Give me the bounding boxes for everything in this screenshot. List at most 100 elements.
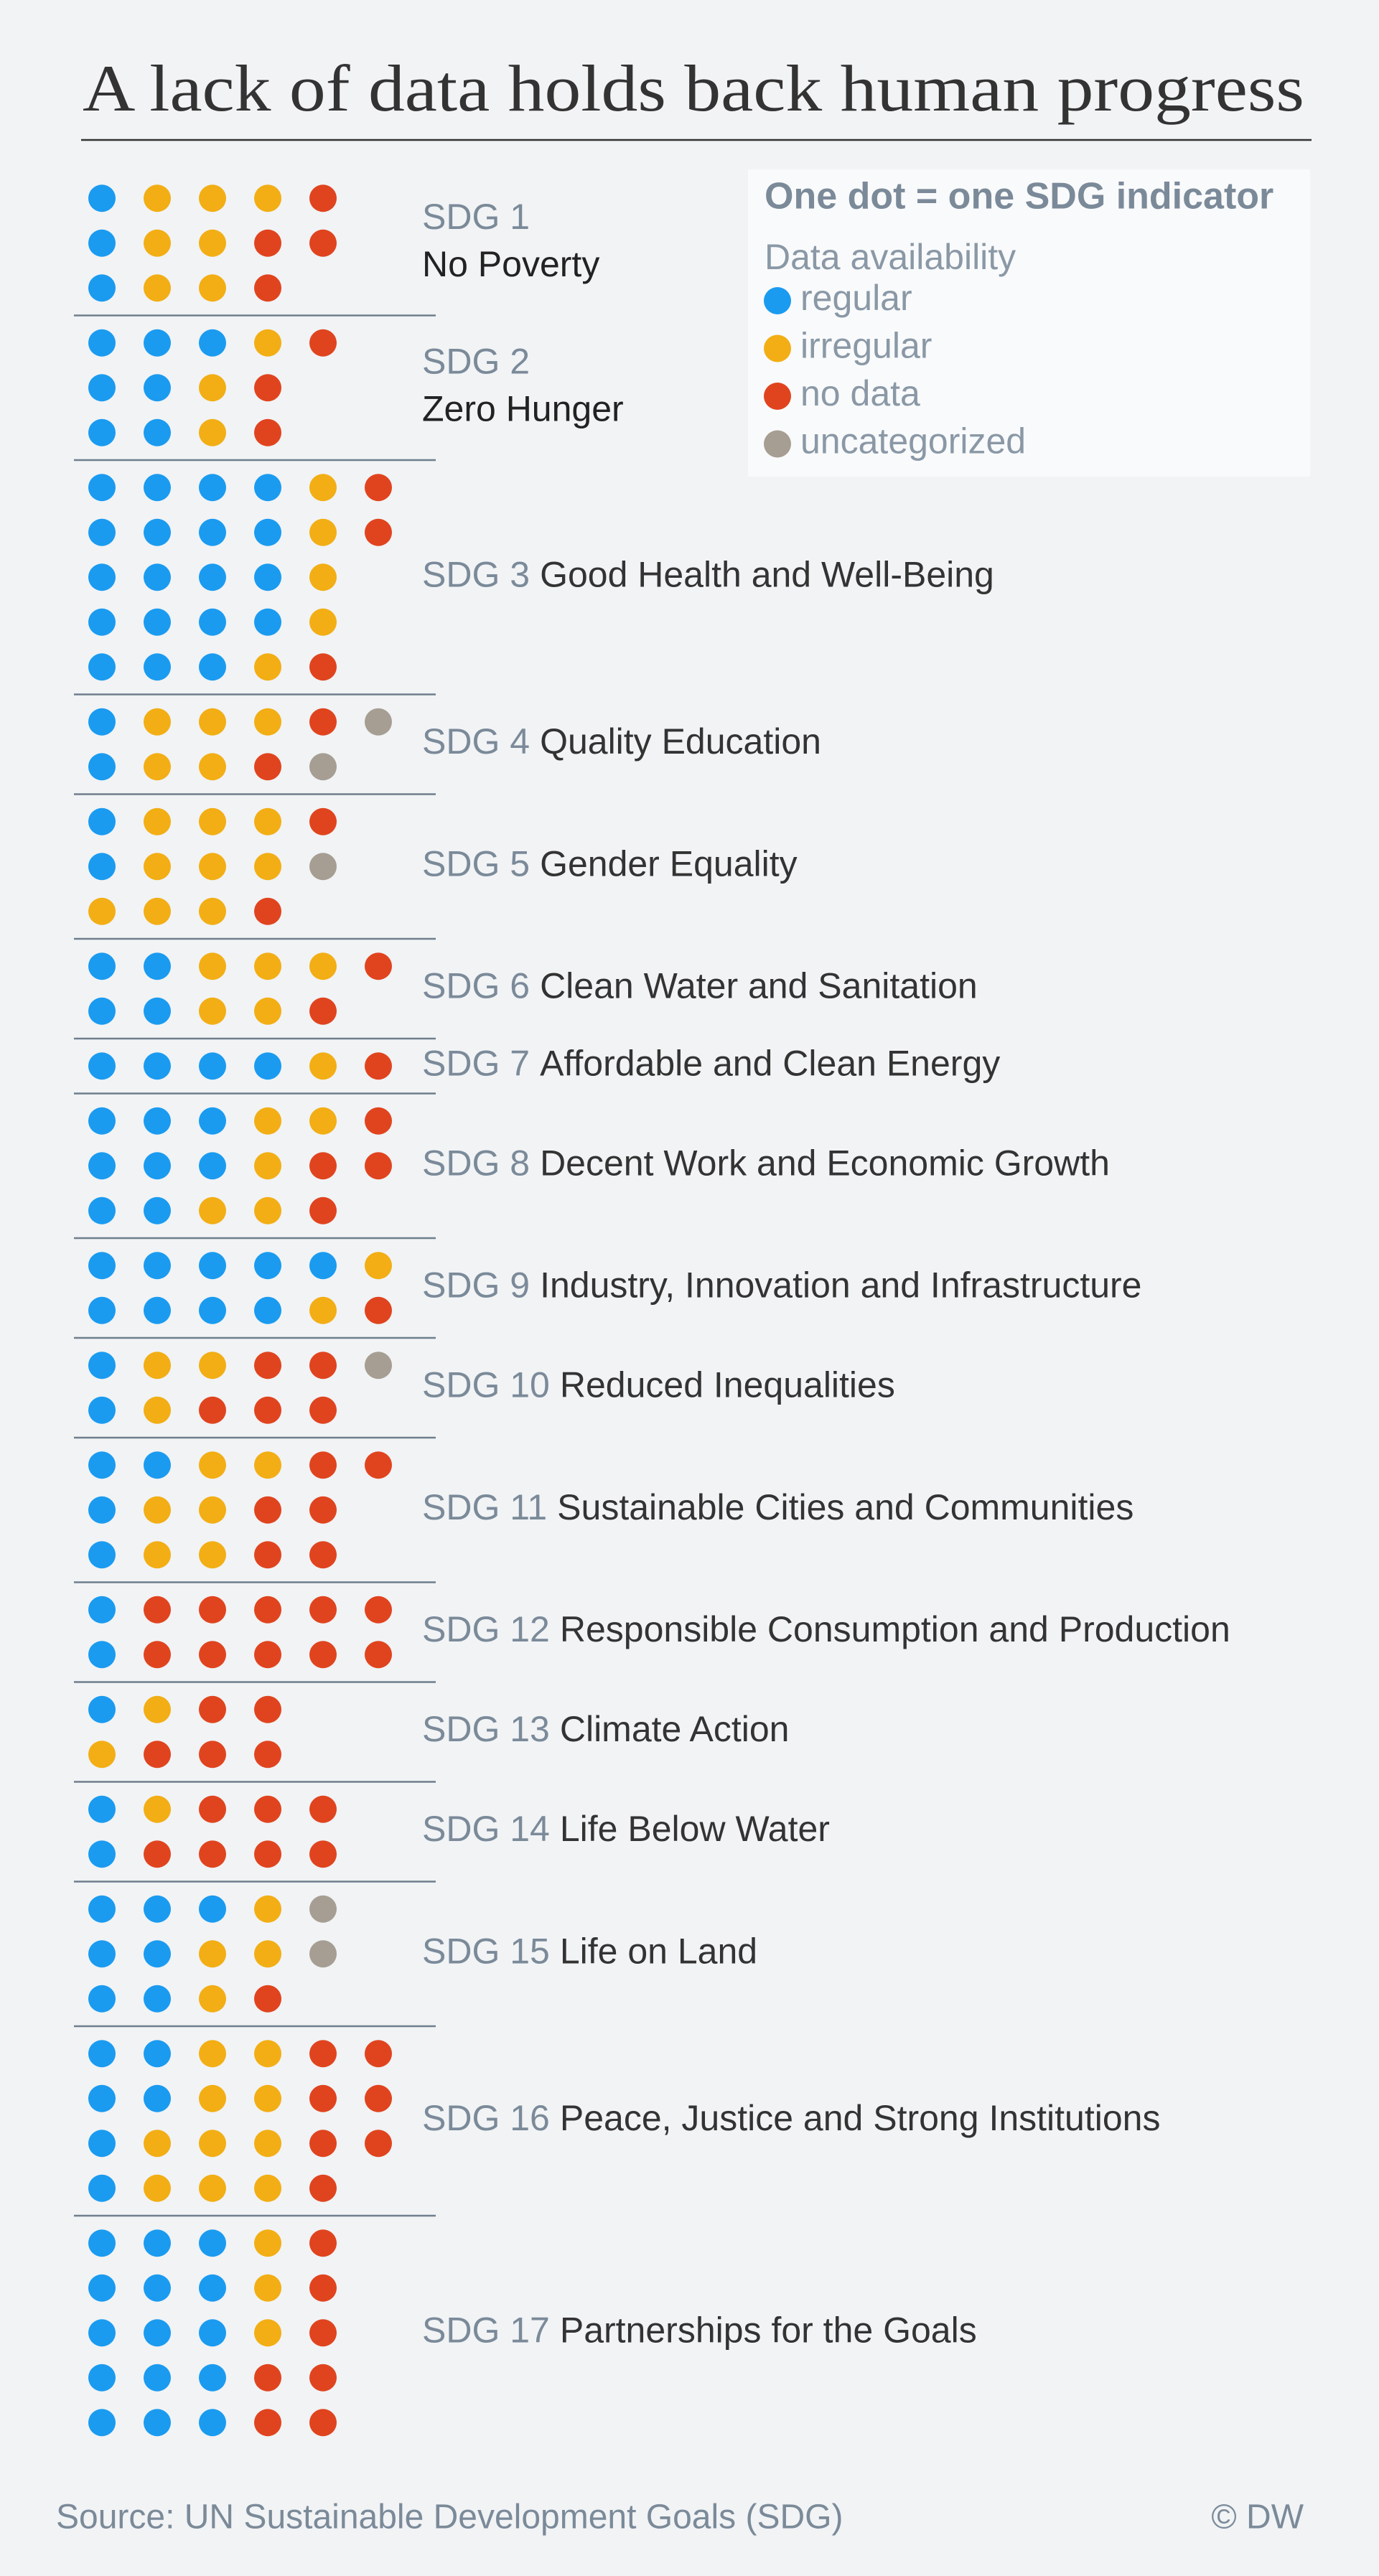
sdg-name: Clean Water and Sanitation xyxy=(540,966,978,1006)
sdg-name: Gender Equality xyxy=(540,843,798,884)
dot xyxy=(254,2409,281,2437)
dot xyxy=(309,2319,337,2347)
dot xyxy=(254,1252,281,1280)
dot xyxy=(88,474,116,502)
dot xyxy=(144,1296,171,1324)
dot xyxy=(309,518,337,546)
dot xyxy=(365,518,392,546)
dot xyxy=(309,1496,337,1524)
dot xyxy=(144,1741,171,1769)
dot xyxy=(88,1396,116,1424)
dot xyxy=(309,1107,337,1135)
dot xyxy=(88,1152,116,1180)
dot xyxy=(144,1196,171,1224)
dot xyxy=(144,2040,171,2068)
dot xyxy=(365,1107,392,1135)
dot xyxy=(365,1052,392,1080)
dot xyxy=(88,2229,116,2257)
legend-swatch xyxy=(764,383,791,410)
sdg-label: SDG 12 Responsible Consumption and Produc… xyxy=(422,1609,1230,1649)
dot xyxy=(309,1895,337,1923)
dot xyxy=(254,2174,281,2202)
dot xyxy=(309,2040,337,2068)
dot xyxy=(144,1352,171,1380)
dot xyxy=(254,1451,281,1479)
dot xyxy=(88,1985,116,2013)
dot xyxy=(309,1352,337,1380)
dot xyxy=(309,807,337,835)
sdg-number: SDG 14 xyxy=(422,1809,550,1849)
dot xyxy=(254,1352,281,1380)
dot xyxy=(254,952,281,980)
dot xyxy=(199,1107,226,1135)
dot xyxy=(144,1496,171,1524)
dot xyxy=(199,1396,226,1424)
dot xyxy=(365,708,392,736)
dot xyxy=(199,1352,226,1380)
dot xyxy=(88,897,116,925)
dot xyxy=(88,184,116,212)
legend-label: no data xyxy=(800,373,920,413)
dot xyxy=(88,807,116,835)
dot xyxy=(365,1296,392,1324)
dot xyxy=(199,807,226,835)
dot xyxy=(199,1840,226,1868)
dot xyxy=(144,418,171,446)
dot xyxy=(144,229,171,257)
dot xyxy=(199,2174,226,2202)
dot xyxy=(144,1840,171,1868)
dot xyxy=(199,229,226,257)
dot xyxy=(144,1052,171,1080)
legend-label: uncategorized xyxy=(800,421,1026,462)
legend-swatch xyxy=(764,430,791,458)
dot xyxy=(199,1741,226,1769)
sdg-name: Responsible Consumption and Production xyxy=(560,1609,1230,1649)
dot xyxy=(365,1451,392,1479)
sdg-number: SDG 17 xyxy=(422,2310,550,2350)
dot xyxy=(88,1541,116,1569)
dot xyxy=(309,1795,337,1823)
dot xyxy=(144,274,171,302)
dot xyxy=(144,653,171,681)
dot xyxy=(199,2084,226,2112)
dot xyxy=(199,1052,226,1080)
dot xyxy=(88,1107,116,1135)
dot xyxy=(254,474,281,502)
dot xyxy=(199,2409,226,2437)
dot xyxy=(254,1296,281,1324)
dot xyxy=(254,807,281,835)
dot xyxy=(254,2229,281,2257)
dot xyxy=(88,1695,116,1723)
dot xyxy=(144,2319,171,2347)
dot xyxy=(365,1596,392,1624)
dot xyxy=(88,2040,116,2068)
dot xyxy=(144,807,171,835)
dot xyxy=(199,2130,226,2158)
dot xyxy=(309,184,337,212)
dot xyxy=(144,753,171,781)
dot xyxy=(88,374,116,402)
sdg-label: SDG 7 Affordable and Clean Energy xyxy=(422,1043,1000,1083)
dot xyxy=(309,997,337,1025)
dot xyxy=(88,2274,116,2302)
sdg-label: SDG 3 Good Health and Well-Being xyxy=(422,554,994,594)
dot xyxy=(254,274,281,302)
dot xyxy=(309,2409,337,2437)
dot xyxy=(144,853,171,881)
dot xyxy=(199,1152,226,1180)
dot xyxy=(88,708,116,736)
dot xyxy=(309,2229,337,2257)
dot xyxy=(88,274,116,302)
sdg-number: SDG 7 xyxy=(422,1043,530,1083)
dot xyxy=(254,1641,281,1669)
dot xyxy=(309,2174,337,2202)
dot xyxy=(309,853,337,881)
dot xyxy=(199,2274,226,2302)
dot xyxy=(88,653,116,681)
sdg-name: Good Health and Well-Being xyxy=(540,554,994,594)
dot xyxy=(254,1052,281,1080)
dot xyxy=(254,518,281,546)
dot xyxy=(309,753,337,781)
dot xyxy=(199,1596,226,1624)
